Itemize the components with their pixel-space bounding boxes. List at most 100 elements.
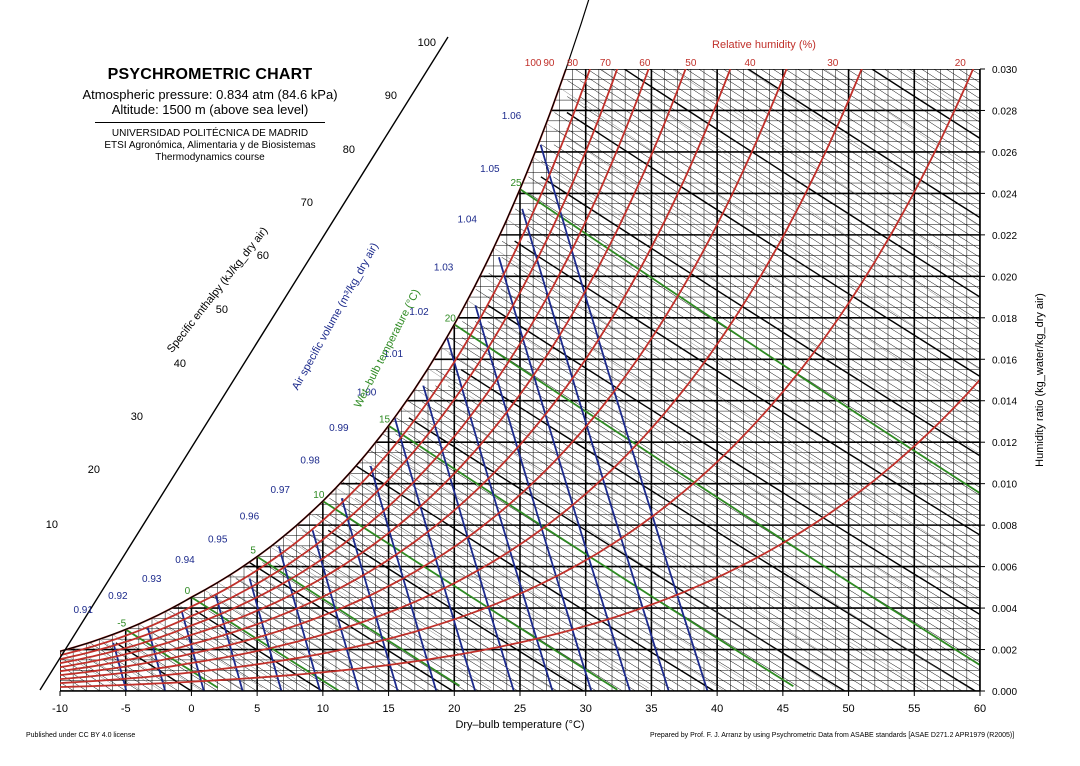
enthalpy-line	[329, 497, 636, 691]
enthalpy-line	[540, 192, 980, 472]
y-tick-label: 0.006	[992, 563, 1017, 574]
enthalpy-line	[528, 176, 980, 464]
rh-curve	[60, 69, 687, 669]
enthalpy-line	[541, 144, 980, 425]
x-tick-label: 35	[645, 703, 657, 715]
y-tick-label: 0.000	[992, 687, 1017, 698]
enthalpy-line	[567, 96, 980, 361]
rh-label: 100	[525, 58, 542, 69]
enthalpy-line	[554, 112, 980, 385]
rh-curve	[60, 379, 980, 688]
wet-bulb-line	[532, 157, 980, 455]
enthalpy-line	[369, 449, 754, 691]
y-tick-label: 0.012	[992, 438, 1017, 449]
enthalpy-line	[408, 433, 819, 691]
altitude-text: Altitude: 1500 m (above sea level)	[111, 102, 309, 117]
enthalpy-line	[834, 69, 980, 163]
enthalpy-line	[275, 546, 506, 691]
volume-label: 0.93	[142, 574, 162, 585]
course-text: Thermodynamics course	[155, 152, 265, 163]
volume-label: 0.95	[208, 535, 228, 546]
volume-label: 1.02	[409, 307, 429, 318]
enthalpy-line	[462, 321, 980, 647]
enthalpy-line	[422, 385, 911, 691]
rh-curve	[60, 69, 863, 680]
enthalpy-line	[553, 176, 980, 449]
wet-bulb-line	[204, 589, 352, 684]
enthalpy-line	[382, 433, 793, 691]
wet-bulb-label: 20	[445, 313, 457, 324]
enthalpy-line	[527, 240, 980, 528]
volume-label: 1.03	[434, 262, 454, 273]
enthalpy-line	[908, 69, 980, 115]
enthalpy-line	[784, 69, 980, 195]
enthalpy-scale-line	[39, 36, 449, 691]
license-note: Published under CC BY 4.0 license	[26, 732, 136, 739]
enthalpy-line	[434, 401, 898, 691]
x-tick-label: -5	[121, 703, 131, 715]
enthalpy-line	[448, 353, 980, 687]
rh-label: 60	[639, 58, 651, 69]
enthalpy-line	[846, 69, 980, 155]
x-axis-label: Dry–bulb temperature (°C)	[455, 719, 584, 731]
enthalpy-line	[421, 417, 858, 691]
x-tick-label: 55	[908, 703, 920, 715]
wet-bulb-line	[151, 617, 263, 689]
rh-label: 20	[955, 58, 967, 69]
enthalpy-line	[527, 208, 980, 496]
enthalpy-label: 60	[257, 250, 269, 262]
wet-bulb-line	[348, 473, 681, 687]
rh-curve	[60, 69, 650, 665]
enthalpy-line	[221, 594, 375, 691]
pressure-text: Atmospheric pressure: 0.834 atm (84.6 kP…	[82, 87, 338, 102]
enthalpy-line	[514, 256, 980, 552]
volume-line	[214, 594, 244, 691]
volume-line	[278, 546, 321, 691]
wet-bulb-line	[559, 87, 980, 370]
enthalpy-line	[1013, 48, 1038, 64]
volume-label: 0.92	[108, 591, 128, 602]
enthalpy-line	[958, 69, 980, 84]
wet-bulb-line	[401, 407, 842, 691]
enthalpy-line	[710, 69, 980, 242]
enthalpy-line	[475, 305, 980, 623]
rh-label: 90	[543, 58, 555, 69]
volume-line	[474, 305, 593, 691]
rh-title: Relative humidity (%)	[712, 39, 816, 51]
enthalpy-label: 50	[216, 304, 228, 316]
enthalpy-line	[448, 369, 963, 691]
enthalpy-line	[661, 69, 980, 274]
enthalpy-line	[920, 69, 980, 107]
enthalpy-line	[487, 321, 980, 631]
x-tick-label: 15	[382, 703, 394, 715]
enthalpy-line	[368, 465, 728, 691]
enthalpy-line	[567, 80, 980, 345]
wet-bulb-line	[414, 388, 876, 686]
y-tick-label: 0.010	[992, 480, 1017, 491]
wet-bulb-label: -5	[117, 618, 126, 629]
enthalpy-line	[574, 69, 980, 330]
enthalpy-label: 10	[46, 519, 58, 531]
chart-title-block: PSYCHROMETRIC CHART Atmospheric pressure…	[60, 66, 360, 164]
enthalpy-line	[636, 69, 980, 290]
enthalpy-label: 40	[174, 358, 186, 370]
enthalpy-line	[566, 144, 980, 409]
enthalpy-line	[809, 69, 980, 179]
x-tick-label: 45	[777, 703, 789, 715]
wet-bulb-line	[283, 536, 523, 690]
enthalpy-line	[541, 160, 980, 441]
wet-bulb-line	[671, 69, 980, 277]
enthalpy-line	[527, 224, 980, 512]
enthalpy-line	[88, 658, 140, 691]
enthalpy-line	[315, 530, 571, 691]
enthalpy-line	[553, 160, 980, 433]
volume-label: 1.05	[480, 164, 500, 175]
enthalpy-line	[735, 69, 980, 226]
enthalpy-line	[208, 610, 336, 691]
enthalpy-line	[722, 69, 980, 234]
y-tick-label: 0.028	[992, 106, 1017, 117]
enthalpy-label: 30	[131, 411, 143, 423]
wet-bulb-label: 25	[510, 178, 522, 189]
enthalpy-line	[772, 69, 980, 203]
